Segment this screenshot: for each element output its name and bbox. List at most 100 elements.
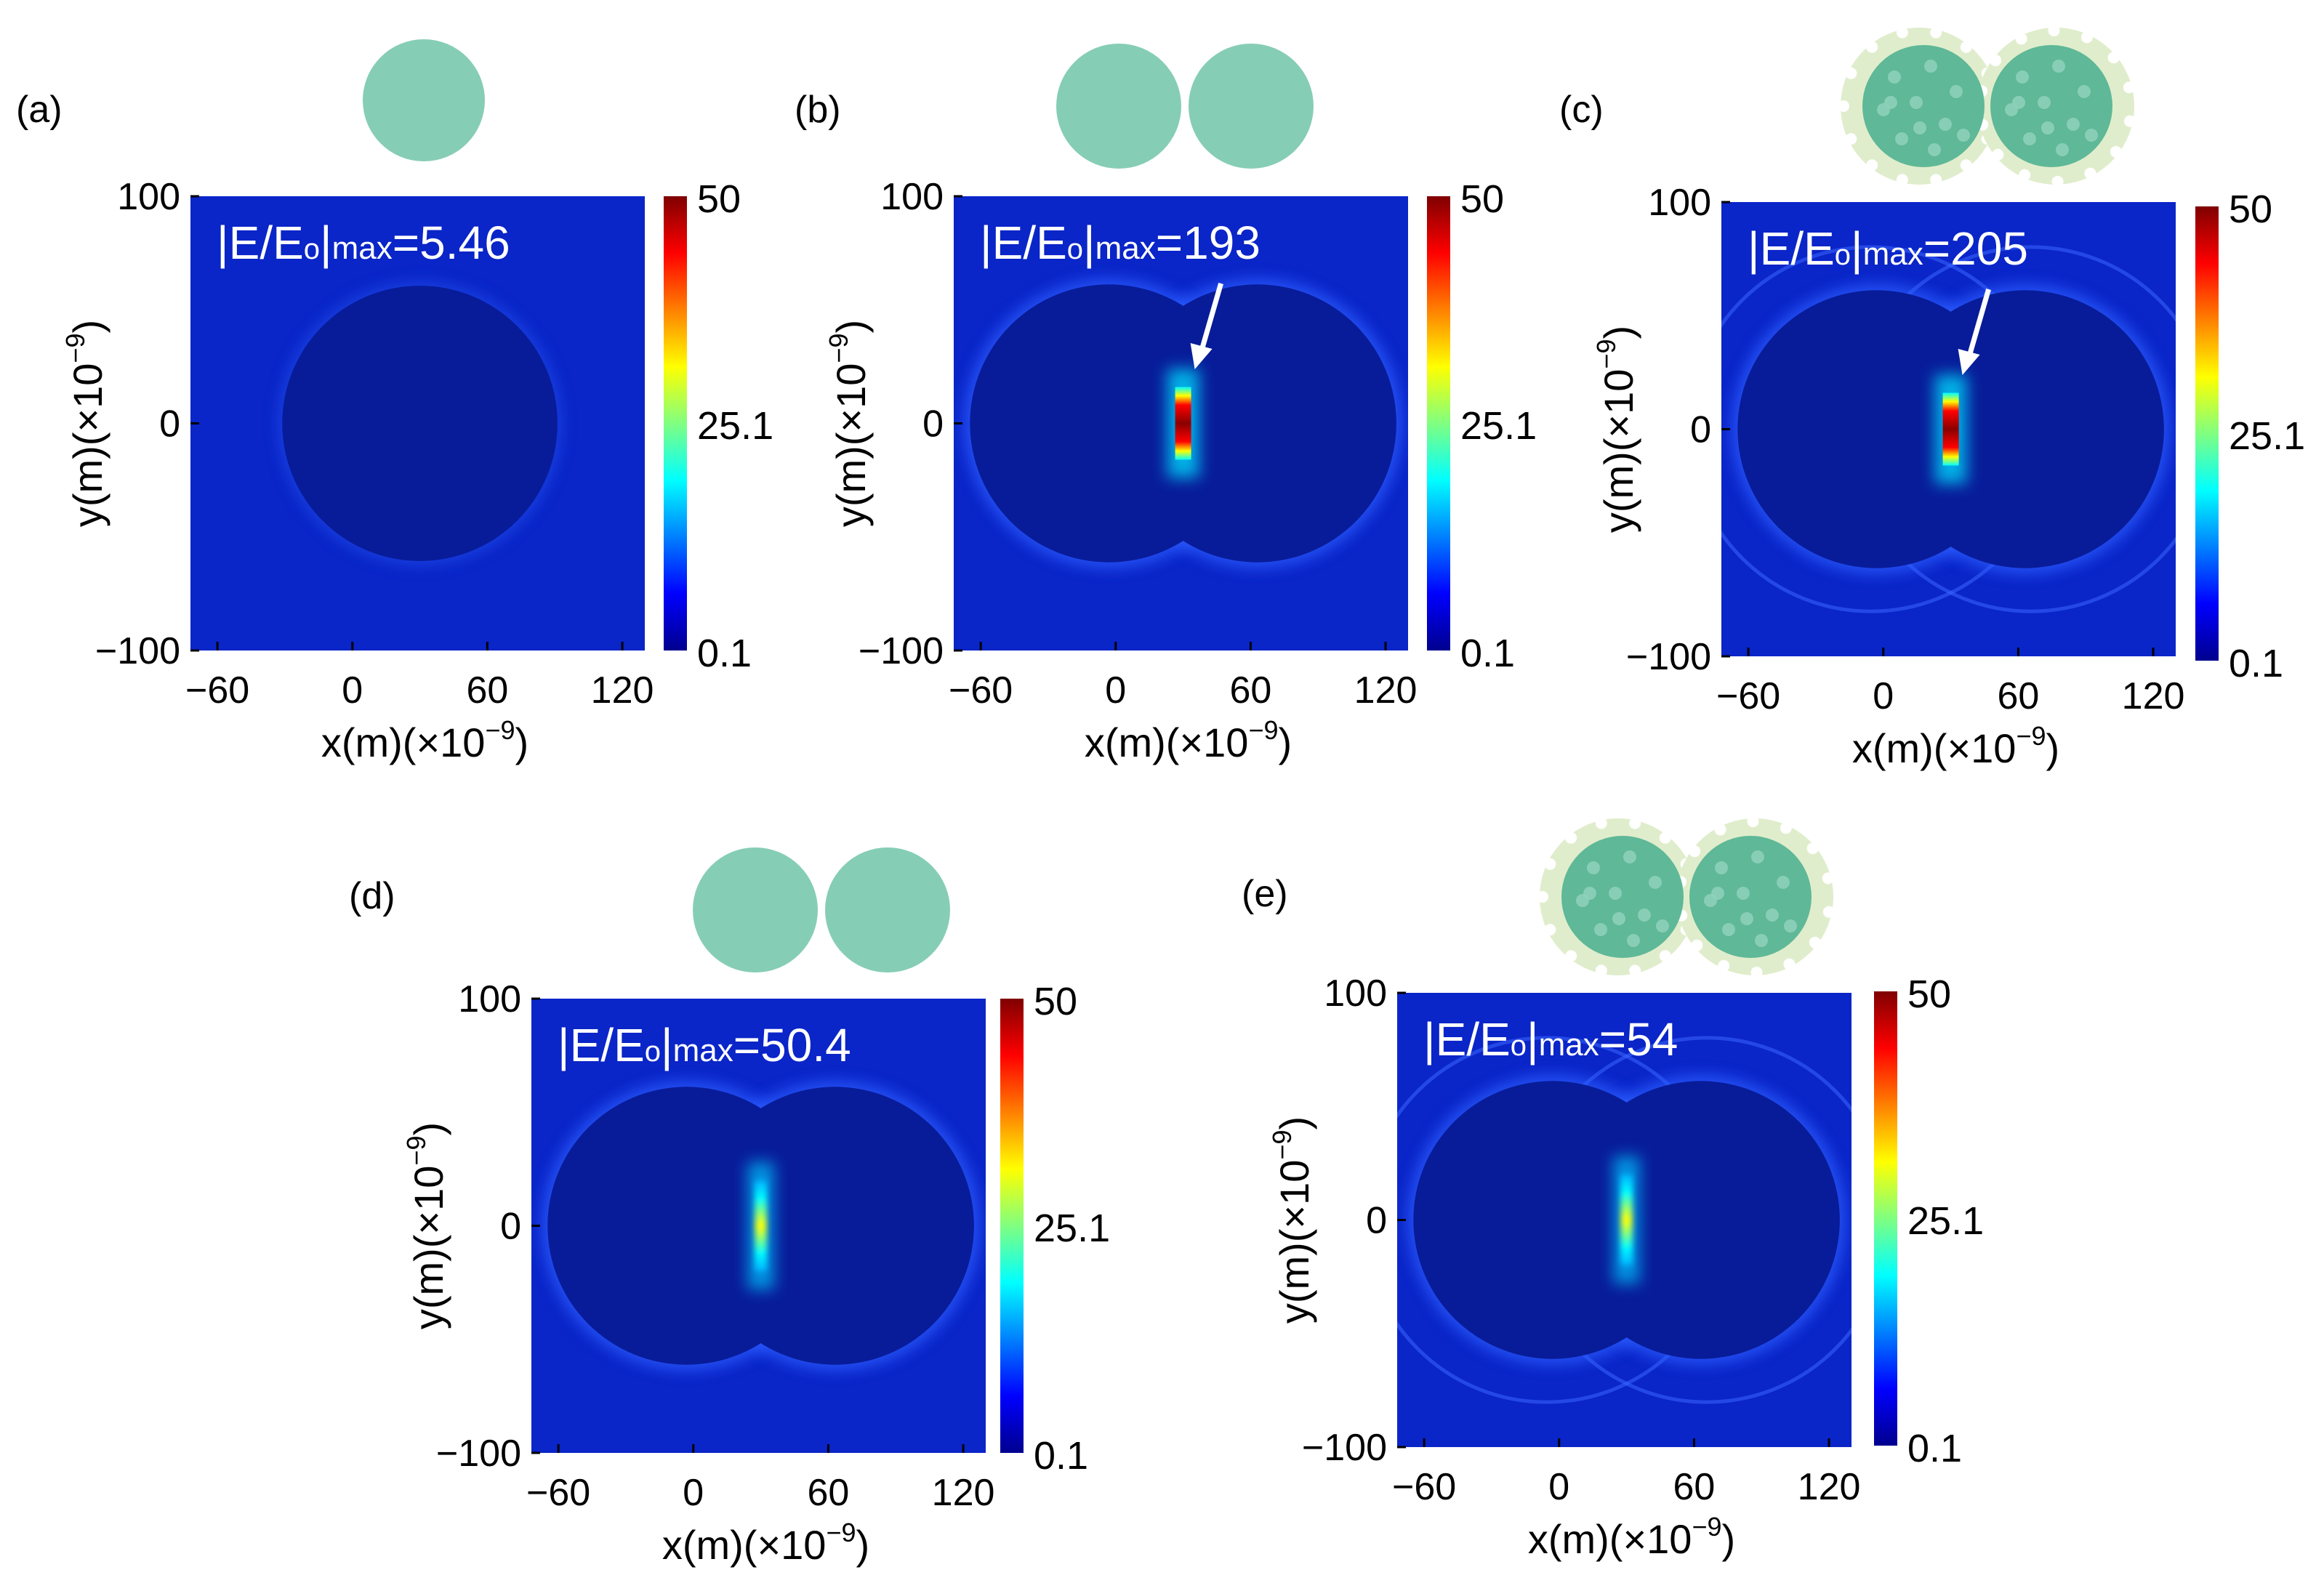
x-tick-label: −60 (949, 669, 1013, 712)
annotation-value: =5.46 (393, 217, 510, 269)
annotation-bar: | (320, 217, 332, 269)
pore-icon (2123, 115, 2136, 127)
x-tick-label: −60 (185, 669, 249, 712)
pore-icon (1714, 823, 1726, 836)
pore-icon (2048, 25, 2060, 37)
y-tick-label: 100 (117, 176, 180, 218)
pore-icon (1544, 924, 1556, 936)
sphere-icon (1189, 44, 1314, 169)
annotation-value: =205 (1923, 222, 2028, 275)
annotation-bar: | (1851, 222, 1863, 275)
y-tick-label: −100 (859, 630, 944, 672)
y-tick-label: −100 (1302, 1427, 1387, 1469)
dot-icon (1612, 912, 1625, 925)
pore-icon (2107, 52, 2120, 64)
x-tick-label: 60 (1997, 675, 2039, 717)
x-axis-label: x(m)(×10−9) (1085, 715, 1292, 765)
panel-e: (e) |E/Eo|max=54 −60 0 60 120 100 0 −100 x(m)(×10… (1242, 815, 1984, 1562)
annotation-bar: | (1083, 217, 1095, 269)
heatmap (542, 1081, 980, 1371)
pore-icon (2051, 175, 2064, 188)
pore-icon (2110, 145, 2122, 158)
annotation-bar: | (661, 1019, 673, 1071)
max-field-annotation: |E/Eo|max=193 (980, 217, 1260, 269)
dot-icon (1623, 850, 1636, 863)
dot-icon (1895, 132, 1908, 145)
dot-icon (2078, 85, 2091, 98)
sphere-icon (693, 847, 818, 972)
colorbar-tick-label: 50 (2229, 188, 2272, 231)
dot-icon (1583, 887, 1596, 900)
dot-icon (1737, 887, 1750, 900)
colorbar-tick-label: 50 (1034, 980, 1077, 1023)
x-tick-label: 60 (807, 1472, 849, 1514)
dot-icon (1784, 919, 1797, 933)
pore-icon (1845, 67, 1857, 79)
pore-icon (1783, 958, 1796, 970)
dot-icon (1924, 60, 1937, 73)
pore-icon (2080, 31, 2093, 44)
hotspot (1942, 392, 1959, 466)
dot-icon (1888, 71, 1901, 84)
pore-icon (1537, 891, 1548, 903)
pore-icon (1930, 26, 1942, 39)
colorbar-tick-label: 25.1 (697, 404, 773, 448)
annotation-sub: o (1067, 233, 1083, 265)
dot-icon (1913, 121, 1926, 134)
panel-label: (a) (16, 89, 63, 131)
dot-icon (1740, 912, 1753, 925)
x-axis-label: x(m)(×10−9) (321, 715, 528, 765)
hotspot (755, 1180, 767, 1271)
dot-icon (1722, 923, 1735, 936)
panel-b: (b) |E/Eo|max=193 −60 0 60 120 100 0 −100 x(m)(×1… (795, 44, 1537, 765)
x-tick-label: 120 (2122, 675, 2185, 717)
pore-icon (1565, 831, 1577, 844)
panel-c: (c) |E/Eo|max=205 −60 0 60 120 100 0 −100 x(m)(×1… (1559, 25, 2305, 771)
pore-icon (1595, 817, 1607, 829)
annotation-sub: o (645, 1036, 661, 1068)
pore-icon (1659, 950, 1671, 962)
dot-icon (1609, 887, 1622, 900)
panel-a: (a) |E/Eo|max=5.46 −60 0 60 120 100 0 −100 x(m)(×… (16, 39, 773, 765)
heatmap (964, 278, 1402, 568)
annotation-prefix: |E/E (980, 217, 1067, 269)
x-tick-label: 120 (1798, 1466, 1861, 1508)
dot-icon (2052, 60, 2065, 73)
x-tick-label: 60 (1673, 1466, 1715, 1508)
annotation-prefix: |E/E (1748, 222, 1835, 275)
pore-icon (1866, 41, 1878, 53)
colorbar (1427, 196, 1450, 651)
sphere-icon (825, 847, 950, 972)
x-tick-label: 0 (1873, 675, 1894, 717)
dot-icon (1928, 143, 1941, 156)
colorbar-tick-label: 0.1 (1034, 1434, 1088, 1478)
y-tick-label: 100 (880, 176, 944, 218)
x-tick-label: −60 (526, 1472, 590, 1514)
colorbar-tick-label: 25.1 (1907, 1199, 1984, 1243)
x-tick-label: 0 (342, 669, 363, 712)
dot-icon (1957, 129, 1970, 142)
x-axis-label: x(m)(×10−9) (1528, 1512, 1735, 1562)
hotspot (1620, 1175, 1633, 1265)
y-tick-label: −100 (95, 630, 180, 672)
x-tick-label: 0 (1105, 669, 1126, 712)
pore-icon (2084, 167, 2096, 180)
particle (282, 286, 558, 561)
y-axis-label: y(m)(×10−9) (1591, 326, 1641, 533)
x-tick-label: 120 (591, 669, 654, 712)
colorbar-tick-label: 50 (1907, 972, 1951, 1016)
dot-icon (2016, 71, 2029, 84)
y-tick-label: 100 (1324, 972, 1387, 1015)
y-tick-label: 0 (500, 1206, 521, 1248)
y-axis-label: y(m)(×10−9) (60, 320, 110, 527)
x-tick-label: 0 (1548, 1466, 1569, 1508)
annotation-max: max (1539, 1027, 1599, 1063)
y-tick-label: 100 (458, 978, 521, 1020)
pore-icon (1930, 174, 1942, 186)
colorbar-tick-label: 25.1 (1460, 404, 1537, 448)
hotspot (1175, 387, 1191, 460)
pore-icon (1629, 817, 1641, 829)
colorbar-tick-label: 50 (697, 177, 741, 221)
pore-icon (1689, 845, 1701, 858)
